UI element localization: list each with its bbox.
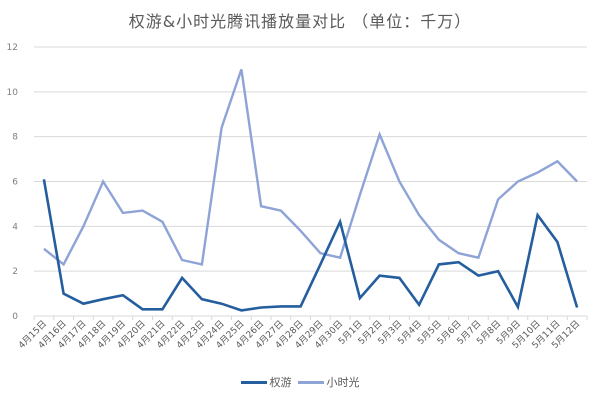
y-tick-label: 4 <box>12 222 18 232</box>
series-line-xiaoshiguang <box>43 69 578 267</box>
gridlines <box>34 46 587 272</box>
chart-title: 权游&小时光腾讯播放量对比 （单位：千万） <box>128 12 472 31</box>
y-tick-label: 6 <box>12 178 18 188</box>
legend-swatch-quanyou <box>240 380 267 384</box>
legend: 权游 小时光 <box>0 374 600 390</box>
x-axis: 4月15日4月16日4月17日4月18日4月19日4月20日4月21日4月22日… <box>16 315 588 351</box>
legend-item-xiaoshiguang[interactable]: 小时光 <box>297 374 360 390</box>
y-tick-label: 0 <box>12 312 18 322</box>
legend-item-quanyou[interactable]: 权游 <box>240 374 292 390</box>
series-line-quanyou <box>42 179 579 312</box>
legend-swatch-xiaoshiguang <box>297 380 324 384</box>
y-axis: 0 2 4 6 8 10 12 <box>7 43 19 322</box>
y-tick-label: 8 <box>12 133 18 143</box>
y-tick-label: 2 <box>12 267 18 277</box>
legend-label-quanyou: 权游 <box>269 376 292 389</box>
y-tick-label: 10 <box>7 88 19 98</box>
legend-label-xiaoshiguang: 小时光 <box>326 376 360 389</box>
y-tick-label: 12 <box>7 43 18 53</box>
series-lines <box>42 69 579 312</box>
